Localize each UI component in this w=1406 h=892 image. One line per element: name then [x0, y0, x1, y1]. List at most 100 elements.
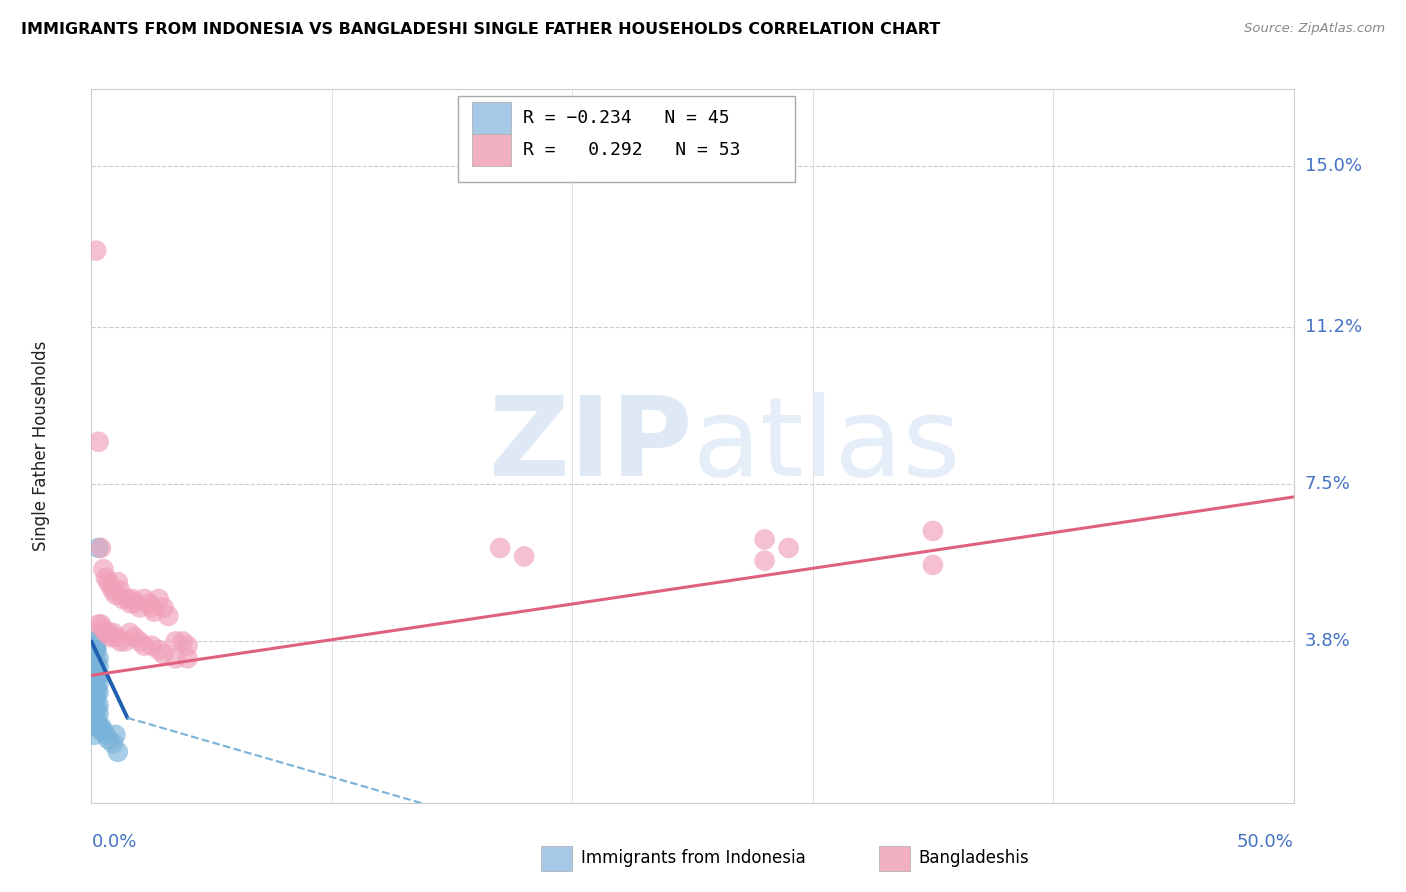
Point [87, 541, 110, 555]
Text: R = −0.234   N = 45: R = −0.234 N = 45 [523, 109, 730, 127]
Text: 3.8%: 3.8% [1305, 632, 1350, 650]
Text: 0.0%: 0.0% [91, 833, 136, 851]
Point [124, 630, 146, 644]
Point [124, 596, 146, 610]
Point [87, 719, 110, 733]
Point [778, 541, 800, 555]
Point [84, 681, 107, 695]
Point [84, 244, 107, 258]
Point [128, 600, 150, 615]
Text: Bangladeshis: Bangladeshis [918, 849, 1029, 867]
Point [97, 626, 120, 640]
Point [93, 622, 115, 636]
Point [754, 554, 776, 568]
Text: 11.2%: 11.2% [1305, 318, 1362, 336]
Point [165, 651, 187, 665]
Point [121, 591, 143, 606]
Text: 15.0%: 15.0% [1305, 157, 1361, 175]
Bar [472, 102, 510, 134]
Text: 50.0%: 50.0% [1237, 833, 1294, 851]
Point [110, 583, 132, 598]
Text: Immigrants from Indonesia: Immigrants from Indonesia [581, 849, 806, 867]
Point [83, 728, 105, 742]
Point [101, 626, 124, 640]
Point [83, 673, 105, 687]
Point [922, 558, 945, 572]
Point [922, 524, 945, 538]
Point [110, 634, 132, 648]
Point [84, 673, 107, 687]
Point [84, 643, 107, 657]
Point [84, 643, 107, 657]
Point [83, 634, 105, 648]
Point [148, 643, 170, 657]
Point [90, 541, 112, 555]
Point [100, 630, 122, 644]
Point [83, 706, 105, 721]
Bar [472, 134, 510, 166]
Text: Single Father Households: Single Father Households [32, 341, 49, 551]
Point [83, 677, 105, 691]
Point [87, 434, 110, 449]
Point [87, 651, 110, 665]
Point [83, 634, 105, 648]
Point [84, 656, 107, 670]
Point [90, 719, 112, 733]
Text: atlas: atlas [692, 392, 960, 500]
Text: R =   0.292   N = 53: R = 0.292 N = 53 [523, 141, 741, 159]
Point [176, 651, 198, 665]
Point [754, 533, 776, 547]
Point [87, 677, 110, 691]
Point [84, 690, 107, 704]
Point [118, 626, 141, 640]
Point [513, 549, 536, 564]
Point [134, 639, 156, 653]
Point [165, 634, 187, 648]
Point [83, 668, 105, 682]
Point [104, 630, 127, 644]
Point [104, 588, 127, 602]
Point [87, 668, 110, 682]
Text: 7.5%: 7.5% [1305, 475, 1351, 493]
Point [176, 639, 198, 653]
Point [87, 660, 110, 674]
Point [107, 745, 129, 759]
Point [104, 728, 127, 742]
Point [101, 583, 124, 598]
Point [90, 617, 112, 632]
Point [114, 634, 136, 648]
Point [111, 591, 134, 606]
Point [87, 617, 110, 632]
Point [83, 694, 105, 708]
Point [84, 685, 107, 699]
Text: ZIP: ZIP [489, 392, 692, 500]
Point [97, 574, 120, 589]
Point [148, 591, 170, 606]
Point [93, 723, 115, 738]
Point [157, 608, 180, 623]
Point [138, 596, 160, 610]
Point [94, 728, 117, 742]
Point [152, 647, 174, 661]
Point [141, 600, 163, 615]
Point [94, 626, 117, 640]
Point [84, 719, 107, 733]
Point [84, 664, 107, 678]
Point [87, 706, 110, 721]
Point [87, 685, 110, 699]
Point [83, 660, 105, 674]
Point [152, 600, 174, 615]
Point [87, 698, 110, 712]
Text: IMMIGRANTS FROM INDONESIA VS BANGLADESHI SINGLE FATHER HOUSEHOLDS CORRELATION CH: IMMIGRANTS FROM INDONESIA VS BANGLADESHI… [21, 22, 941, 37]
Point [83, 715, 105, 730]
Point [97, 732, 120, 747]
Point [93, 562, 115, 576]
Point [84, 702, 107, 716]
Text: Source: ZipAtlas.com: Source: ZipAtlas.com [1244, 22, 1385, 36]
Point [134, 591, 156, 606]
Point [83, 647, 105, 661]
Point [94, 571, 117, 585]
Point [83, 681, 105, 695]
Point [117, 591, 139, 606]
Point [489, 541, 512, 555]
